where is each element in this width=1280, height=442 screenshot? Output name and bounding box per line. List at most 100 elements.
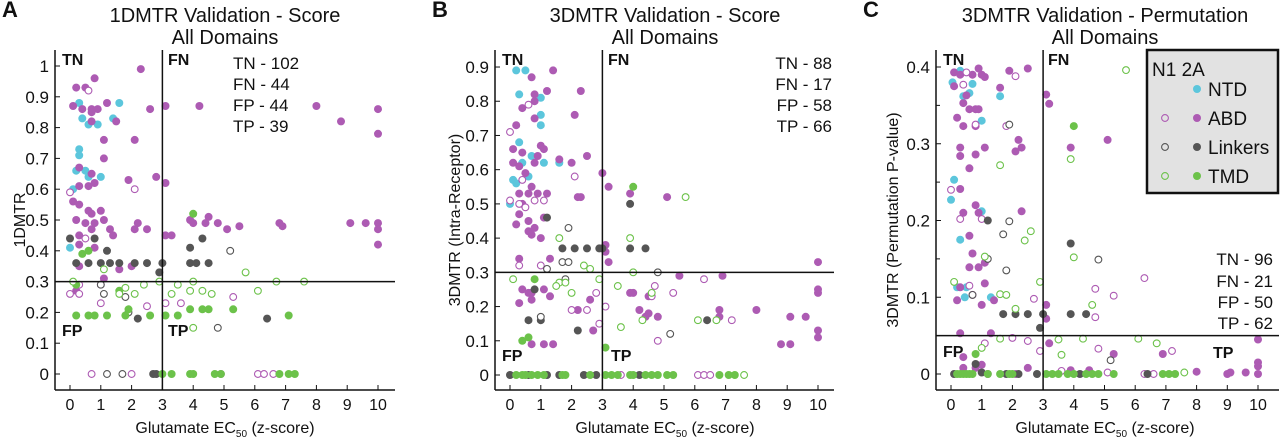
point-tmd-filled — [229, 305, 237, 313]
point-abd-filled — [1024, 364, 1032, 372]
point-ntd-filled — [75, 151, 83, 159]
point-abd-filled — [626, 190, 634, 198]
point-abd-filled — [959, 99, 967, 107]
point-abd-filled — [981, 73, 989, 81]
y-tick-label: 0 — [40, 365, 49, 384]
point-tmd-filled — [969, 370, 977, 378]
point-abd-filled — [531, 224, 539, 232]
point-tmd-open — [627, 235, 634, 242]
point-abd-open — [85, 87, 92, 94]
x-tick-label: 6 — [690, 397, 699, 414]
point-abd-filled — [109, 231, 117, 239]
point-abd-open — [67, 291, 74, 298]
point-tmd-open — [978, 345, 985, 352]
legend-marker-filled — [1193, 143, 1201, 151]
point-abd-open — [584, 307, 591, 314]
point-abd-filled — [1226, 369, 1234, 377]
point-abd-filled — [571, 111, 579, 119]
point-abd-open — [178, 300, 185, 307]
point-tmd-filled — [186, 305, 194, 313]
point-tmd-open — [1153, 340, 1160, 347]
point-tmd-open — [741, 372, 748, 379]
point-abd-filled — [235, 222, 243, 230]
point-tmd-open — [168, 291, 175, 298]
point-abd-filled — [75, 164, 83, 172]
point-tmd-open — [1067, 156, 1074, 163]
point-tmd-filled — [85, 247, 93, 255]
point-abd-open — [1141, 275, 1148, 282]
point-tmd-filled — [275, 370, 283, 378]
point-abd-filled — [88, 117, 96, 125]
point-abd-open — [701, 276, 708, 283]
chart-title: 3DMTR Validation - Permutation — [962, 5, 1248, 27]
y-tick-label: 0.8 — [465, 92, 489, 111]
point-abd-filled — [786, 313, 794, 321]
point-abd-filled — [568, 159, 576, 167]
legend-marker-filled — [1193, 172, 1201, 180]
point-abd-filled — [635, 306, 643, 314]
point-abd-filled — [97, 207, 105, 215]
x-tick-label: 7 — [1161, 397, 1170, 414]
x-tick-label: 0 — [947, 397, 956, 414]
point-linkers-open — [119, 371, 126, 378]
point-abd-open — [1031, 295, 1038, 302]
point-linkers-open — [1003, 267, 1010, 274]
point-linkers-open — [1006, 218, 1013, 225]
point-tmd-open — [648, 290, 655, 297]
point-abd-filled — [950, 82, 958, 90]
x-tick-label: 3 — [1039, 397, 1048, 414]
point-abd-filled — [752, 306, 760, 314]
panel-b: B3DMTR Validation - ScoreAll Domains0123… — [432, 0, 834, 440]
x-tick-label: 1 — [96, 397, 105, 414]
point-tmd-filled — [654, 371, 662, 379]
point-abd-filled — [543, 87, 551, 95]
point-abd-open — [707, 372, 714, 379]
count-label: TN - 88 — [775, 54, 832, 73]
point-abd-open — [88, 371, 95, 378]
point-abd-filled — [540, 285, 548, 293]
point-abd-open — [1169, 348, 1176, 355]
point-tmd-open — [255, 287, 262, 294]
point-linkers-filled — [703, 316, 711, 324]
point-linkers-filled — [85, 259, 93, 267]
point-linkers-open — [1006, 121, 1013, 128]
point-ntd-filled — [66, 244, 74, 252]
x-axis-label-subscript: 50 — [676, 429, 688, 440]
point-abd-filled — [1012, 147, 1020, 155]
x-tick-label: 7 — [721, 397, 730, 414]
point-linkers-open — [227, 247, 234, 254]
y-tick-label: 0.9 — [465, 58, 489, 77]
point-ntd-filled — [97, 173, 105, 181]
point-abd-filled — [996, 84, 1004, 92]
point-tmd-open — [1123, 67, 1130, 74]
point-abd-open — [972, 121, 979, 128]
point-tmd-filled — [103, 312, 111, 320]
point-abd-filled — [546, 255, 554, 263]
point-abd-filled — [152, 173, 160, 181]
x-axis-label-tail: (z-score) — [1127, 420, 1195, 437]
x-tick-label: 5 — [1100, 397, 1109, 414]
point-abd-filled — [137, 65, 145, 73]
point-linkers-filled — [1067, 310, 1075, 318]
x-tick-label: 7 — [281, 397, 290, 414]
point-abd-filled — [537, 234, 545, 242]
x-tick-label: 2 — [1008, 397, 1017, 414]
point-linkers-filled — [91, 235, 99, 243]
point-abd-filled — [972, 151, 980, 159]
point-linkers-filled — [571, 244, 579, 252]
point-tmd-open — [568, 290, 575, 297]
point-tmd-open — [510, 276, 517, 283]
y-tick-label: 0.9 — [25, 88, 49, 107]
point-ntd-filled — [115, 99, 123, 107]
legend-title: N1 2A — [1152, 60, 1205, 81]
point-tmd-filled — [121, 312, 129, 320]
point-abd-filled — [543, 190, 551, 198]
point-linkers-filled — [66, 235, 74, 243]
point-abd-filled — [88, 225, 96, 233]
point-tmd-filled — [1055, 370, 1063, 378]
point-abd-open — [1092, 285, 1099, 292]
point-tmd-filled — [146, 312, 154, 320]
point-tmd-filled — [731, 371, 739, 379]
legend-label: TMD — [1208, 167, 1249, 188]
